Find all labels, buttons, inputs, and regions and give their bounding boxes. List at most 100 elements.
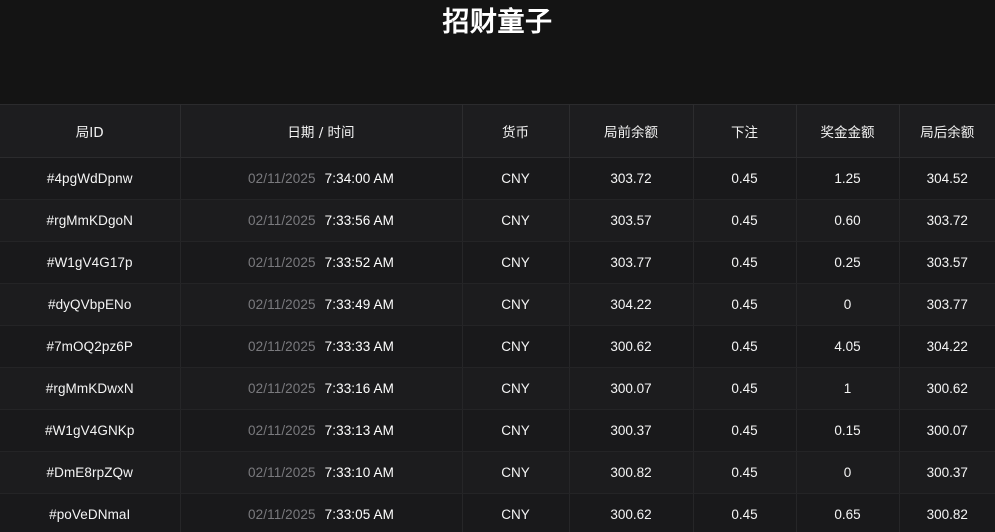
cell-currency: CNY [462, 199, 570, 242]
round-history-table: 局ID 日期 / 时间 货币 局前余额 下注 奖金金额 局后余额 #4pgWdD… [0, 104, 995, 532]
cell-date: 02/11/2025 [248, 381, 316, 396]
history-table-wrapper: 局ID 日期 / 时间 货币 局前余额 下注 奖金金额 局后余额 #4pgWdD… [0, 104, 995, 532]
datetime-group: 02/11/2025 7:33:52 AM [248, 255, 394, 270]
table-row[interactable]: #poVeDNmaI 02/11/2025 7:33:05 AM CNY 300.62 0… [0, 493, 995, 532]
cell-balance-after: 303.77 [899, 283, 995, 326]
column-header-bet[interactable]: 下注 [693, 104, 797, 158]
table-row[interactable]: #dyQVbpENo 02/11/2025 7:33:49 AM CNY 304.22 0… [0, 283, 995, 326]
cell-date: 02/11/2025 [248, 339, 316, 354]
cell-round-id: #W1gV4GNKp [0, 409, 181, 452]
cell-round-id: #rgMmKDwxN [0, 367, 181, 410]
cell-time: 7:33:16 AM [324, 381, 394, 396]
table-row[interactable]: #W1gV4G17p 02/11/2025 7:33:52 AM CNY 303.77 0… [0, 241, 995, 284]
table-header-row: 局ID 日期 / 时间 货币 局前余额 下注 奖金金额 局后余额 [0, 104, 995, 158]
cell-win-amount: 1.25 [796, 157, 900, 200]
cell-datetime: 02/11/2025 7:34:00 AM [180, 157, 463, 200]
cell-win-amount: 4.05 [796, 325, 900, 368]
cell-currency: CNY [462, 367, 570, 410]
cell-win-amount: 0.60 [796, 199, 900, 242]
cell-date: 02/11/2025 [248, 423, 316, 438]
page-title: 招财童子 [442, 7, 553, 38]
cell-date: 02/11/2025 [248, 507, 316, 522]
cell-currency: CNY [462, 409, 570, 452]
table-row[interactable]: #rgMmKDgoN 02/11/2025 7:33:56 AM CNY 303.57 0… [0, 199, 995, 242]
cell-balance-before: 300.82 [569, 451, 694, 494]
cell-bet: 0.45 [693, 367, 797, 410]
cell-win-amount: 0.65 [796, 493, 900, 532]
cell-time: 7:33:33 AM [324, 339, 394, 354]
datetime-group: 02/11/2025 7:33:13 AM [248, 423, 394, 438]
cell-date: 02/11/2025 [248, 465, 316, 480]
cell-balance-after: 303.57 [899, 241, 995, 284]
table-row[interactable]: #rgMmKDwxN 02/11/2025 7:33:16 AM CNY 300.07 0… [0, 367, 995, 410]
cell-win-amount: 0.25 [796, 241, 900, 284]
cell-bet: 0.45 [693, 325, 797, 368]
datetime-group: 02/11/2025 7:33:05 AM [248, 507, 394, 522]
cell-balance-before: 300.62 [569, 325, 694, 368]
column-header-round-id[interactable]: 局ID [0, 104, 181, 158]
cell-datetime: 02/11/2025 7:33:33 AM [180, 325, 463, 368]
cell-round-id: #DmE8rpZQw [0, 451, 181, 494]
cell-time: 7:33:49 AM [324, 297, 394, 312]
cell-datetime: 02/11/2025 7:33:49 AM [180, 283, 463, 326]
cell-currency: CNY [462, 157, 570, 200]
cell-datetime: 02/11/2025 7:33:05 AM [180, 493, 463, 532]
cell-time: 7:33:10 AM [324, 465, 394, 480]
cell-round-id: #7mOQ2pz6P [0, 325, 181, 368]
table-body: #4pgWdDpnw 02/11/2025 7:34:00 AM CNY 303.72 0… [0, 157, 995, 532]
cell-date: 02/11/2025 [248, 171, 316, 186]
cell-datetime: 02/11/2025 7:33:56 AM [180, 199, 463, 242]
cell-balance-after: 300.37 [899, 451, 995, 494]
cell-time: 7:33:05 AM [324, 507, 394, 522]
cell-time: 7:34:00 AM [324, 171, 394, 186]
cell-balance-before: 300.07 [569, 367, 694, 410]
cell-win-amount: 0.15 [796, 409, 900, 452]
cell-balance-after: 300.07 [899, 409, 995, 452]
cell-currency: CNY [462, 493, 570, 532]
datetime-group: 02/11/2025 7:34:00 AM [248, 171, 394, 186]
cell-currency: CNY [462, 451, 570, 494]
datetime-group: 02/11/2025 7:33:16 AM [248, 381, 394, 396]
datetime-group: 02/11/2025 7:33:49 AM [248, 297, 394, 312]
cell-win-amount: 1 [796, 367, 900, 410]
cell-balance-before: 300.37 [569, 409, 694, 452]
cell-balance-after: 303.72 [899, 199, 995, 242]
cell-currency: CNY [462, 241, 570, 284]
cell-round-id: #dyQVbpENo [0, 283, 181, 326]
column-header-win-amount[interactable]: 奖金金额 [796, 104, 900, 158]
column-header-balance-after[interactable]: 局后余额 [899, 104, 995, 158]
cell-currency: CNY [462, 283, 570, 326]
cell-bet: 0.45 [693, 283, 797, 326]
cell-time: 7:33:13 AM [324, 423, 394, 438]
cell-date: 02/11/2025 [248, 297, 316, 312]
cell-balance-before: 303.57 [569, 199, 694, 242]
column-header-currency[interactable]: 货币 [462, 104, 570, 158]
table-row[interactable]: #DmE8rpZQw 02/11/2025 7:33:10 AM CNY 300.82 0… [0, 451, 995, 494]
table-row[interactable]: #W1gV4GNKp 02/11/2025 7:33:13 AM CNY 300.37 0… [0, 409, 995, 452]
table-row[interactable]: #7mOQ2pz6P 02/11/2025 7:33:33 AM CNY 300.62 0… [0, 325, 995, 368]
cell-round-id: #W1gV4G17p [0, 241, 181, 284]
cell-round-id: #4pgWdDpnw [0, 157, 181, 200]
cell-datetime: 02/11/2025 7:33:16 AM [180, 367, 463, 410]
cell-bet: 0.45 [693, 241, 797, 284]
cell-balance-before: 304.22 [569, 283, 694, 326]
cell-datetime: 02/11/2025 7:33:13 AM [180, 409, 463, 452]
table-row[interactable]: #4pgWdDpnw 02/11/2025 7:34:00 AM CNY 303.72 0… [0, 157, 995, 200]
cell-date: 02/11/2025 [248, 255, 316, 270]
datetime-group: 02/11/2025 7:33:33 AM [248, 339, 394, 354]
cell-bet: 0.45 [693, 451, 797, 494]
cell-balance-before: 303.77 [569, 241, 694, 284]
cell-bet: 0.45 [693, 493, 797, 532]
cell-balance-after: 300.82 [899, 493, 995, 532]
column-header-datetime[interactable]: 日期 / 时间 [180, 104, 463, 158]
cell-balance-before: 300.62 [569, 493, 694, 532]
cell-round-id: #rgMmKDgoN [0, 199, 181, 242]
datetime-group: 02/11/2025 7:33:56 AM [248, 213, 394, 228]
cell-bet: 0.45 [693, 157, 797, 200]
cell-datetime: 02/11/2025 7:33:10 AM [180, 451, 463, 494]
datetime-group: 02/11/2025 7:33:10 AM [248, 465, 394, 480]
cell-bet: 0.45 [693, 409, 797, 452]
column-header-balance-before[interactable]: 局前余额 [569, 104, 694, 158]
cell-balance-after: 300.62 [899, 367, 995, 410]
